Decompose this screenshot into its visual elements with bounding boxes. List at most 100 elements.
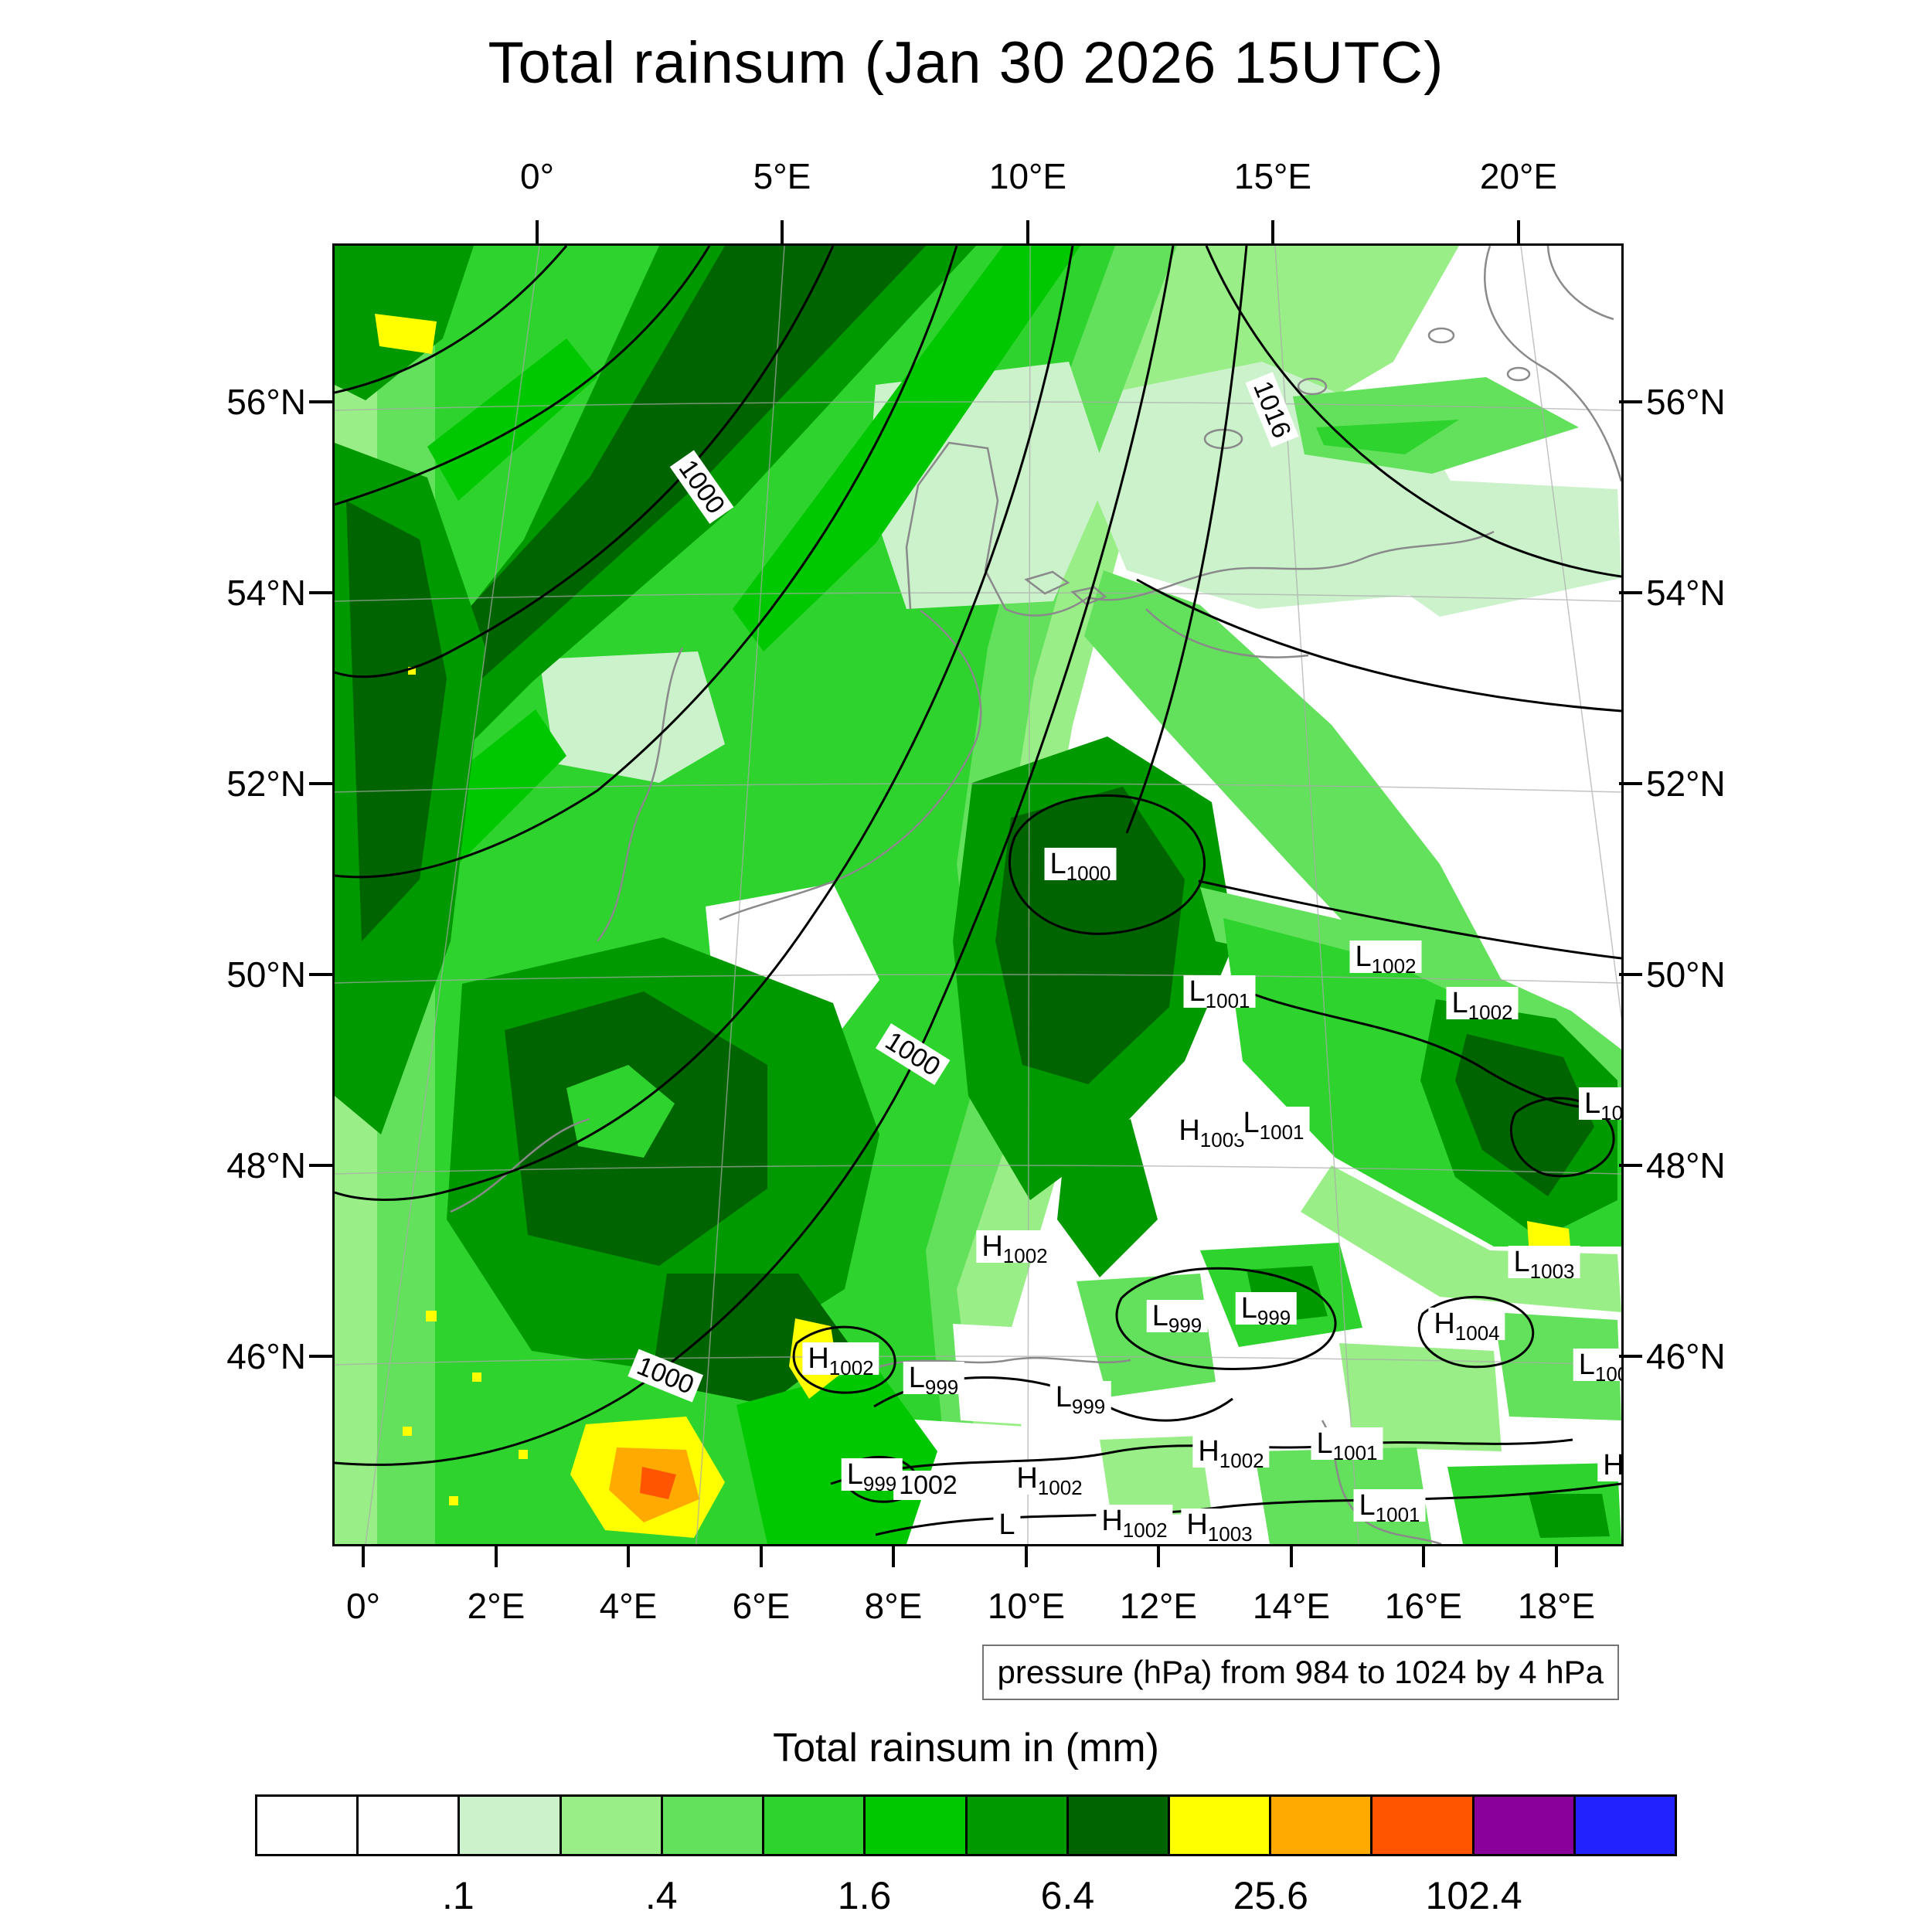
pressure-center-value: 100	[1594, 1362, 1621, 1386]
pressure-center-label: H1003	[1173, 1114, 1250, 1150]
pressure-center-letter: L	[1513, 1246, 1530, 1278]
right-axis-tick	[1619, 973, 1642, 976]
right-axis-tick	[1619, 591, 1642, 594]
pressure-center-label: L1002	[1446, 987, 1519, 1022]
pressure-center-value: 1002	[1468, 1001, 1513, 1024]
bottom-axis-tick	[1422, 1544, 1425, 1567]
pressure-center-label: H1003	[1181, 1509, 1258, 1544]
colorbar-cell	[457, 1794, 562, 1856]
pressure-center-label: H1002	[1192, 1435, 1270, 1471]
colorbar-cell	[1573, 1794, 1678, 1856]
right-axis-label: 50°N	[1646, 954, 1726, 995]
pressure-center-value: 1001	[1375, 1503, 1420, 1526]
right-axis-label: 52°N	[1646, 764, 1726, 804]
colorbar-cell	[255, 1794, 359, 1856]
pressure-center-letter: L	[1359, 1489, 1376, 1522]
bottom-axis-label: 8°E	[864, 1586, 923, 1626]
top-axis-label: 0°	[520, 156, 554, 196]
colorbar-cell	[660, 1794, 765, 1856]
pressure-center-label: L1002	[1349, 940, 1422, 976]
pressure-center-label: L999	[1049, 1381, 1111, 1417]
bottom-axis-tick	[627, 1544, 630, 1567]
pressure-center-label: L999	[1146, 1300, 1208, 1335]
pressure-center-value: 1001	[1332, 1441, 1378, 1464]
bottom-axis-label: 12°E	[1119, 1586, 1198, 1626]
coastlines	[450, 246, 1621, 1544]
pressure-center-label: L1001	[1353, 1489, 1426, 1525]
colorbar-title: Total rainsum in (mm)	[773, 1726, 1159, 1770]
pressure-center-letter: H	[808, 1342, 829, 1375]
left-axis-label: 52°N	[226, 764, 306, 804]
pressure-center-letter: L	[1583, 1087, 1601, 1120]
pressure-center-letter: L	[1189, 975, 1206, 1008]
graticule	[335, 246, 1621, 1544]
pressure-center-label: L999	[903, 1362, 964, 1397]
pressure-center-letter: L	[846, 1458, 863, 1491]
colorbar-cell	[356, 1794, 461, 1856]
pressure-center-label: L999	[1235, 1292, 1297, 1328]
bottom-axis-tick	[362, 1544, 365, 1567]
top-axis-tick	[781, 220, 784, 243]
pressure-center-value: 999	[1168, 1314, 1202, 1337]
right-axis-label: 46°N	[1646, 1336, 1726, 1376]
colorbar-tick-label: 1.6	[837, 1874, 892, 1917]
left-axis-label: 50°N	[226, 954, 306, 995]
isobar-value-label: 1000	[875, 1023, 951, 1085]
pressure-center-letter: H	[1434, 1308, 1455, 1340]
pressure-center-label: H1002	[1011, 1462, 1088, 1498]
bottom-axis-label: 6°E	[732, 1586, 791, 1626]
pressure-range-note: pressure (hPa) from 984 to 1024 by 4 hPa	[981, 1645, 1619, 1700]
colorbar-tick-label: 6.4	[1040, 1874, 1095, 1917]
pressure-center-value: 1002	[1002, 1244, 1048, 1267]
pressure-center-label: L1003	[1508, 1246, 1580, 1281]
colorbar-cell	[1269, 1794, 1373, 1856]
top-axis-label: 15°E	[1233, 156, 1312, 196]
pressure-center-label: H1002	[1096, 1505, 1173, 1540]
pressure-center-letter: L	[1049, 848, 1066, 880]
pressure-center-letter: H	[1179, 1114, 1200, 1147]
pressure-center-value: 999	[862, 1472, 897, 1495]
pressure-center-label: L1001	[1237, 1107, 1310, 1142]
pressure-center-value: 1002	[1219, 1449, 1264, 1472]
left-axis-tick	[309, 782, 332, 785]
right-axis-label: 48°N	[1646, 1145, 1726, 1185]
pressure-center-value: 1003	[1199, 1128, 1245, 1151]
right-axis-tick	[1619, 400, 1642, 403]
bottom-axis-tick	[1025, 1544, 1028, 1567]
colorbar-cell	[1370, 1794, 1475, 1856]
left-axis-tick	[309, 1355, 332, 1358]
pressure-center-label: L999	[841, 1458, 903, 1494]
colorbar	[255, 1794, 1678, 1856]
pressure-center-letter: L	[1316, 1427, 1333, 1460]
left-axis-tick	[309, 591, 332, 594]
pressure-center-label: H1002	[976, 1230, 1053, 1266]
isobar-value-label: 1016	[1245, 372, 1299, 447]
pressure-center-label: L1000	[1044, 848, 1117, 883]
bottom-axis-label: 16°E	[1384, 1586, 1463, 1626]
pressure-center-value: 999	[1071, 1395, 1106, 1418]
pressure-center-letter: L	[1355, 940, 1372, 973]
pressure-center-label: H1004	[1428, 1308, 1505, 1343]
pressure-center-value: 10	[1600, 1101, 1624, 1124]
top-axis-tick	[1517, 220, 1520, 243]
left-axis-label: 48°N	[226, 1145, 306, 1185]
left-axis-tick	[309, 973, 332, 976]
left-axis-tick	[309, 1164, 332, 1167]
pressure-center-label: H	[1597, 1449, 1624, 1481]
right-axis-tick	[1619, 782, 1642, 785]
bottom-axis-tick	[1290, 1544, 1293, 1567]
right-axis-tick	[1619, 1164, 1642, 1167]
right-axis-tick	[1619, 1355, 1642, 1358]
pressure-center-letter: L	[1243, 1107, 1260, 1139]
colorbar-cell	[1066, 1794, 1170, 1856]
pressure-center-letter: H	[1603, 1449, 1624, 1481]
isobar-value-label: 1000	[669, 450, 734, 524]
pressure-center-letter: H	[1186, 1509, 1208, 1541]
left-axis-tick	[309, 400, 332, 403]
pressure-center-letter: L	[998, 1509, 1015, 1541]
bottom-axis-label: 2°E	[467, 1586, 526, 1626]
colorbar-cell	[964, 1794, 1069, 1856]
isobars	[335, 246, 1621, 1536]
colorbar-cell	[863, 1794, 968, 1856]
